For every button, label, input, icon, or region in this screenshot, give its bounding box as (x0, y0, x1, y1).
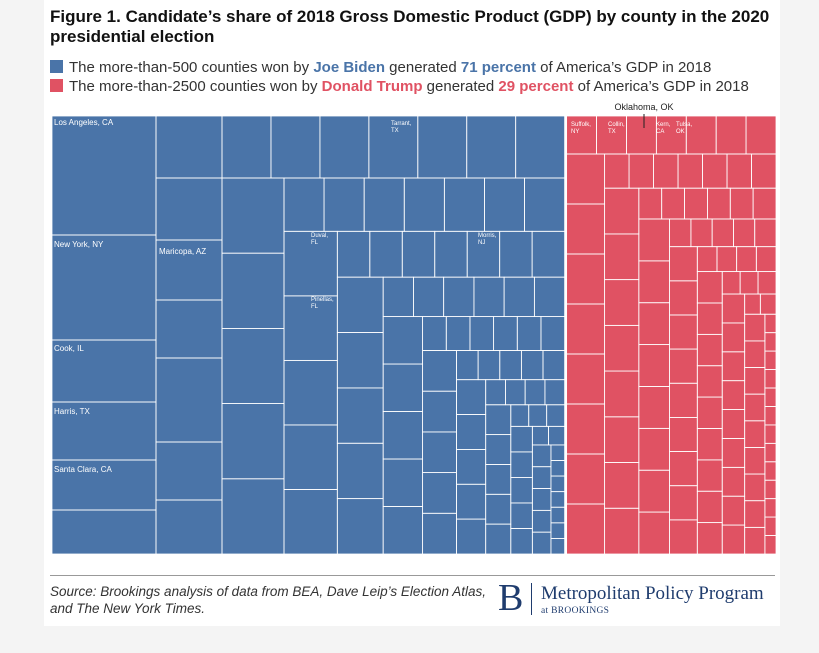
county-label: Santa Clara, CA (54, 465, 112, 474)
legend-text: generated (426, 78, 495, 95)
legend-text: of America’s GDP in 2018 (577, 78, 749, 95)
annotation: Oklahoma, OK (614, 102, 673, 112)
legend-text: generated (389, 59, 457, 76)
county-label: Collin, TX (608, 122, 625, 135)
county-label: Tarrant, TX (391, 121, 412, 134)
county-label: Suffolk, NY (571, 122, 591, 135)
legend-name: Joe Biden (313, 59, 385, 76)
county-label: Kern, CA (656, 122, 671, 135)
logo-bar (531, 583, 532, 615)
legend-text: The more-than-500 counties won by (69, 59, 310, 76)
legend-entry: The more-than-2500 counties won by Donal… (50, 78, 749, 95)
divider (50, 575, 775, 576)
county-label: Pinellas, FL (311, 297, 334, 310)
legend-swatch (50, 79, 63, 92)
county-label: Maricopa, AZ (159, 247, 207, 256)
legend-swatch (50, 60, 63, 73)
county-cell (764, 535, 777, 555)
legend-value: 71 percent (460, 59, 536, 76)
county-cell (550, 538, 566, 555)
logo-org: at BROOKINGS (541, 606, 610, 616)
county-label: Duval, FL (311, 233, 329, 246)
logo-program: Metropolitan Policy Program (541, 583, 764, 604)
group-block (566, 116, 776, 554)
chart-title: Figure 1. Candidate’s share of 2018 Gros… (50, 7, 770, 46)
legend-value: 29 percent (498, 78, 574, 95)
county-label: Los Angeles, CA (54, 118, 114, 127)
county-label: Tulsa, OK (676, 122, 693, 135)
legend-text: The more-than-2500 counties won by (69, 78, 318, 95)
group-block (52, 116, 565, 554)
legend-text: of America’s GDP in 2018 (540, 59, 712, 76)
logo-letter: B (498, 577, 524, 619)
county-label: Cook, IL (54, 344, 84, 353)
legend-entry: The more-than-500 counties won by Joe Bi… (50, 59, 711, 76)
county-label: Harris, TX (54, 407, 90, 416)
legend-name: Donald Trump (321, 78, 423, 95)
county-label: Morris, NJ (478, 233, 497, 246)
county-cells (51, 115, 777, 555)
county-label: New York, NY (54, 240, 104, 249)
source-note: Source: Brookings analysis of data from … (50, 584, 486, 616)
